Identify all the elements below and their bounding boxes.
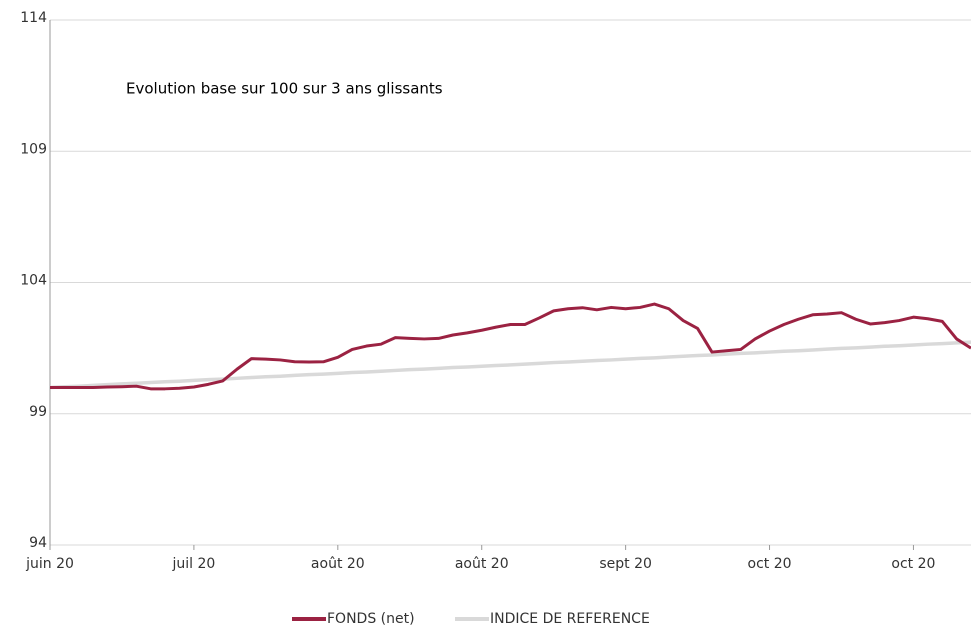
x-tick-label: sept 20 (599, 556, 652, 572)
x-tick-label: juin 20 (25, 556, 74, 572)
x-tick-label: août 20 (455, 556, 509, 572)
data-line (50, 302, 971, 391)
legend-label: INDICE DE REFERENCE (490, 611, 650, 626)
y-tick-label: 99 (29, 404, 47, 420)
y-tick-label: 109 (20, 141, 47, 157)
y-tick-label: 114 (20, 10, 47, 26)
y-tick-label: 94 (29, 535, 47, 551)
x-tick-label: oct 20 (748, 556, 792, 572)
data-line (49, 340, 971, 390)
y-tick-label: 104 (20, 273, 47, 289)
legend-label: FONDS (net) (327, 611, 415, 626)
chart-title: Evolution base sur 100 sur 3 ans glissan… (126, 80, 443, 98)
x-tick-label: août 20 (311, 556, 365, 572)
x-tick-label: juil 20 (172, 556, 216, 572)
x-tick-label: oct 20 (891, 556, 935, 572)
